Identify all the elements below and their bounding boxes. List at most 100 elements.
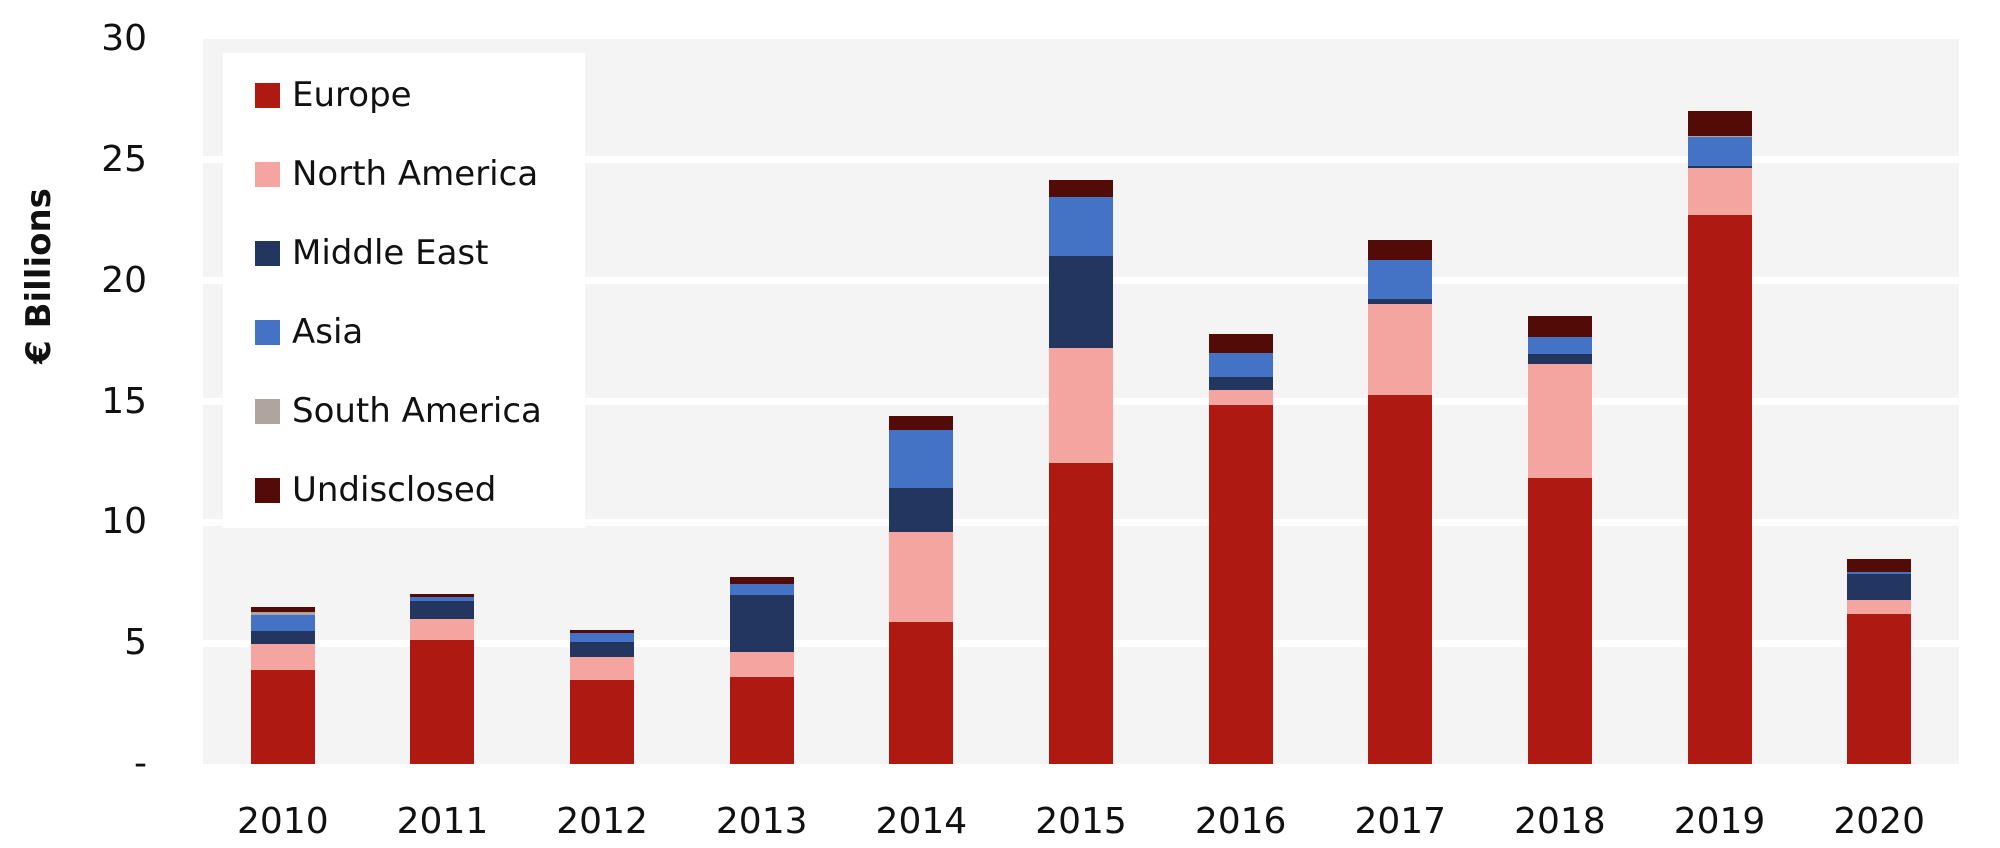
legend-item-undisclosed: Undisclosed [255, 470, 496, 510]
x-tick-label: 2010 [237, 801, 329, 842]
bar-segment-asia [1847, 571, 1912, 575]
bar-segment-europe [570, 680, 635, 764]
x-tick-label: 2020 [1833, 801, 1925, 842]
bar-2020 [1847, 0, 1912, 848]
bar-segment-europe [1847, 614, 1912, 764]
legend-label: South America [292, 391, 542, 431]
bar-segment-south-america [1687, 135, 1752, 137]
bar-2012 [570, 0, 635, 848]
legend-item-north-america: North America [255, 154, 538, 194]
bar-segment-middle-east [410, 601, 475, 620]
bar-segment-north-america [889, 531, 954, 622]
bar-segment-middle-east [1847, 574, 1912, 601]
bar-segment-asia [1527, 336, 1592, 355]
bar-segment-europe [1049, 462, 1113, 764]
asia-swatch-icon [255, 319, 280, 345]
bar-segment-asia [1368, 260, 1433, 299]
bar-segment-europe [729, 676, 794, 764]
bar-segment-north-america [410, 619, 475, 641]
x-tick-label: 2016 [1194, 801, 1287, 842]
bar-segment-asia [729, 584, 794, 596]
legend-label: Middle East [292, 233, 489, 273]
bar-segment-middle-east [1208, 377, 1273, 390]
x-tick-label: 2019 [1673, 801, 1766, 842]
bar-segment-south-america [250, 612, 315, 616]
bar-2013 [729, 0, 794, 848]
bar-segment-north-america [1687, 167, 1752, 215]
bar-2017 [1368, 0, 1433, 848]
bar-segment-north-america [1847, 600, 1912, 615]
bar-2014 [889, 0, 954, 848]
bar-segment-asia [250, 615, 315, 632]
legend-item-asia: Asia [255, 312, 363, 352]
undisclosed-swatch-icon [255, 477, 280, 503]
bar-segment-middle-east [1527, 354, 1592, 365]
x-tick-label: 2017 [1354, 801, 1447, 842]
legend-item-europe: Europe [255, 75, 412, 115]
north-america-swatch-icon [255, 161, 280, 187]
bar-segment-asia [1208, 353, 1273, 378]
bar-segment-middle-east [1368, 298, 1433, 304]
bar-segment-north-america [1049, 348, 1113, 463]
y-tick-label: 25 [101, 138, 147, 180]
bar-segment-europe [889, 621, 954, 764]
bar-2011 [410, 0, 475, 848]
bar-segment-north-america [1527, 364, 1592, 479]
y-axis-title: € Billions [19, 188, 59, 364]
bar-2018 [1527, 0, 1592, 848]
bar-segment-undisclosed [1208, 333, 1273, 354]
bar-segment-north-america [570, 657, 635, 681]
bar-segment-north-america [729, 652, 794, 677]
bar-segment-asia [1687, 136, 1752, 166]
bar-segment-undisclosed [570, 630, 635, 633]
bar-segment-europe [410, 640, 475, 764]
legend-label: Asia [292, 312, 364, 352]
bar-segment-europe [1368, 395, 1433, 764]
bar-segment-undisclosed [1527, 315, 1592, 337]
europe-swatch-icon [255, 82, 280, 108]
legend-label: North America [292, 154, 539, 194]
bar-segment-undisclosed [250, 607, 315, 613]
legend: Europe North America Middle East Asia So… [223, 53, 585, 528]
bar-segment-asia [1049, 196, 1113, 256]
x-tick-label: 2011 [396, 801, 489, 842]
bar-segment-middle-east [1687, 165, 1752, 168]
x-tick-label: 2012 [556, 801, 648, 842]
bar-segment-undisclosed [1368, 240, 1433, 261]
x-tick-label: 2014 [875, 801, 968, 842]
gridline [203, 156, 1959, 164]
bar-segment-asia [570, 633, 635, 642]
bar-segment-europe [1208, 405, 1273, 764]
bar-2010 [250, 0, 315, 848]
y-tick-label: 15 [101, 380, 147, 422]
bar-segment-middle-east [729, 595, 794, 653]
bar-segment-north-america [1208, 389, 1273, 406]
bar-segment-undisclosed [1687, 110, 1752, 136]
bar-segment-middle-east [889, 487, 954, 532]
bar-2019 [1687, 0, 1752, 848]
middle-east-swatch-icon [255, 240, 280, 266]
bar-2015 [1049, 0, 1113, 848]
y-tick-label: - [134, 743, 147, 784]
bar-segment-europe [250, 669, 315, 764]
south-america-swatch-icon [255, 398, 280, 424]
bar-segment-undisclosed [889, 416, 954, 430]
x-tick-label: 2018 [1514, 801, 1606, 842]
bar-segment-asia [889, 429, 954, 488]
bar-segment-undisclosed [1847, 558, 1912, 572]
legend-item-south-america: South America [255, 391, 542, 431]
x-tick-label: 2015 [1035, 801, 1127, 842]
bar-segment-asia [410, 597, 475, 602]
bar-segment-middle-east [570, 641, 635, 658]
legend-label: Europe [292, 75, 412, 115]
bar-2016 [1208, 0, 1273, 848]
y-tick-label: 30 [101, 18, 147, 59]
x-tick-label: 2013 [715, 801, 808, 842]
legend-label: Undisclosed [292, 470, 497, 510]
bar-segment-middle-east [250, 631, 315, 645]
bar-segment-north-america [250, 644, 315, 670]
bar-segment-north-america [1368, 303, 1433, 396]
y-tick-label: 20 [101, 259, 147, 301]
legend-item-middle-east: Middle East [255, 233, 488, 273]
bar-segment-undisclosed [410, 593, 475, 598]
